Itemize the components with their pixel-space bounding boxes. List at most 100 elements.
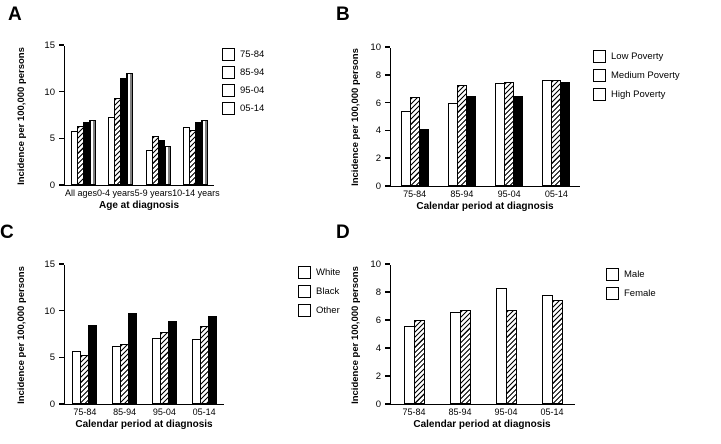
legend-label: Medium Poverty [611, 70, 680, 81]
x-tick-label: 85-94 [113, 407, 137, 417]
y-tick [384, 157, 390, 159]
y-tick [384, 101, 390, 104]
panel-b-letter: B [336, 4, 350, 25]
bar-female [505, 310, 517, 404]
y-tick-label: 0 [375, 399, 381, 410]
legend-item: Male [606, 268, 656, 281]
y-tick [58, 403, 64, 405]
y-tick [58, 44, 64, 46]
bar-05-14 [89, 119, 97, 185]
x-tick-labels: All ages 0-4 years 5-9 years 10-14 years [65, 188, 220, 198]
x-axis-title: Calendar period at diagnosis [416, 201, 554, 212]
legend-swatch-hatch [593, 69, 606, 82]
y-tick-label: 8 [375, 69, 381, 81]
bar-groups [391, 48, 580, 186]
panel-c-letter: C [0, 222, 14, 243]
x-axis-title: Calendar period at diagnosis [75, 419, 213, 430]
y-tick [58, 90, 64, 93]
y-tick-label: 2 [375, 153, 381, 165]
legend-label: 75-84 [240, 49, 265, 60]
y-tick [384, 129, 390, 132]
x-tick-labels: 75-84 85-94 95-04 05-14 [391, 189, 580, 199]
legend-label: High Poverty [611, 89, 666, 100]
bar-group [541, 294, 563, 404]
bar-group [447, 84, 476, 186]
x-tick-labels: 75-84 85-94 95-04 05-14 [65, 407, 224, 417]
y-tick [58, 184, 64, 186]
legend-swatch-solid [593, 88, 606, 101]
bar-groups [65, 265, 224, 404]
bar-05-14 [126, 73, 134, 185]
bar-group [495, 287, 517, 404]
bar-groups [391, 265, 575, 404]
legend-swatch-open [298, 266, 311, 279]
legend-swatch-open [222, 48, 235, 61]
y-tick-label: 8 [375, 287, 381, 298]
legend-label: 05-14 [240, 103, 265, 114]
x-tick-label: 95-04 [497, 189, 521, 199]
x-tick-label: All ages [65, 188, 98, 198]
legend-item: Female [606, 287, 656, 300]
bar-high-poverty [513, 95, 524, 186]
x-axis-title: Calendar period at diagnosis [413, 419, 551, 430]
bar-group [449, 310, 471, 404]
y-tick [58, 263, 64, 265]
bar-group [108, 73, 134, 185]
y-axis-title: Incidence per 100,000 persons [350, 48, 361, 186]
legend-item: 05-14 [222, 102, 264, 115]
legend-item: Medium Poverty [593, 69, 680, 82]
x-tick-label: 0-4 years [97, 188, 135, 198]
x-tick-label: 10-14 years [172, 188, 220, 198]
bar-female [459, 310, 471, 404]
y-tick-label: 5 [49, 352, 55, 364]
y-tick-label: 2 [375, 371, 381, 382]
legend-swatch-hatch [298, 285, 311, 298]
y-tick [384, 263, 390, 265]
x-tick-label: 75-84 [402, 407, 426, 417]
bar-group [191, 316, 217, 404]
y-axis-title: Incidence per 100,000 persons [16, 266, 27, 404]
legend-label: Other [316, 305, 340, 316]
y-tick-label: 4 [375, 343, 381, 354]
panel-b: B Incidence per 100,000 persons 0 2 4 6 8 10 7… [330, 0, 721, 222]
legend-swatch-solid [298, 304, 311, 317]
bar-group [72, 324, 98, 404]
bar-05-14 [163, 145, 171, 185]
y-tick-label: 10 [370, 42, 381, 53]
plot-area: 0 5 10 15 75-84 85-94 95-04 05-14 [44, 259, 224, 417]
legend-swatch-hatch [222, 66, 235, 79]
bar-group [112, 313, 138, 404]
bar-group [400, 97, 429, 186]
bar-group [151, 320, 177, 404]
plot-area: 0 2 4 6 8 10 75-84 85-94 95-04 05-14 [370, 42, 580, 199]
y-tick [384, 74, 390, 76]
bar-group [403, 320, 425, 404]
y-tick [384, 347, 390, 349]
bar-high-poverty [465, 95, 476, 186]
x-tick-label: 75-84 [403, 189, 427, 199]
bar-female [413, 320, 425, 404]
x-tick-labels: 75-84 85-94 95-04 05-14 [391, 407, 575, 417]
x-tick-label: 05-14 [544, 189, 568, 199]
legend-label: 85-94 [240, 67, 265, 78]
y-tick-label: 10 [44, 86, 55, 98]
y-tick-label: 10 [44, 305, 55, 317]
legend-item: 75-84 [222, 48, 264, 61]
x-tick-label: 05-14 [192, 407, 216, 417]
y-tick-label: 6 [375, 315, 381, 326]
legend: Male Female [606, 268, 656, 300]
bar-05-14 [200, 119, 208, 185]
bar-other [167, 320, 177, 404]
plot-area: 0 2 4 6 8 10 75-84 85-94 95-04 05-14 [370, 259, 575, 417]
y-tick [384, 319, 390, 321]
y-tick [58, 356, 64, 359]
y-tick-label: 6 [375, 97, 381, 109]
legend: Low Poverty Medium Poverty High Poverty [593, 50, 680, 101]
y-tick [384, 46, 390, 48]
y-tick [384, 375, 390, 377]
bar-group [182, 119, 208, 185]
legend-label: Low Poverty [611, 51, 664, 62]
plot-area: 0 5 10 15 All ages 0-4 years 5-9 years 10-14 ye… [44, 40, 219, 198]
legend-label: Male [624, 269, 645, 280]
